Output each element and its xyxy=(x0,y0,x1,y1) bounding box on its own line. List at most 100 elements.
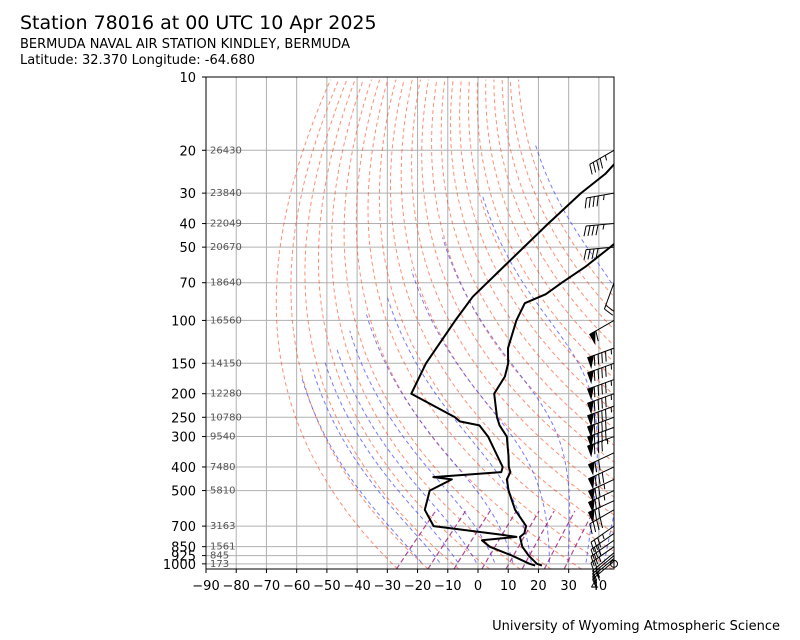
dry-adiabat xyxy=(318,79,490,569)
wind-barb-flag xyxy=(587,461,595,476)
dry-adiabat xyxy=(501,79,614,331)
wind-barb-full xyxy=(597,369,600,380)
height-label: 23840 xyxy=(210,188,242,199)
wind-barb-staff xyxy=(592,558,615,577)
dry-adiabat xyxy=(304,79,460,569)
dry-adiabat xyxy=(343,79,552,569)
wind-barb-full xyxy=(591,248,595,260)
moist-adiabat xyxy=(335,346,477,563)
mixing-ratio-line xyxy=(481,510,517,569)
wind-barb-full xyxy=(598,497,601,509)
wind-barb-full xyxy=(590,562,595,573)
wind-barb-full xyxy=(597,537,602,548)
wind-barb xyxy=(587,436,615,458)
wind-barb-flag xyxy=(587,499,595,514)
dewpoint-line xyxy=(410,162,614,567)
height-label: 5810 xyxy=(210,486,235,497)
wind-barb-full xyxy=(589,164,593,175)
wind-barb-staff xyxy=(589,149,615,165)
wind-barb-full xyxy=(590,542,595,553)
wind-barb-full xyxy=(592,570,598,581)
wind-barb-full xyxy=(605,409,607,420)
wind-barb-full xyxy=(594,499,597,510)
wind-barb-full xyxy=(599,517,604,529)
y-tick-label: 200 xyxy=(171,388,196,403)
wind-barb xyxy=(587,452,615,476)
wind-barb xyxy=(587,405,615,427)
y-tick-label: 925 xyxy=(171,550,196,565)
wind-barb-half xyxy=(604,155,608,161)
moist-adiabat xyxy=(301,378,422,563)
wind-barb-full xyxy=(595,248,599,259)
moist-adiabat xyxy=(442,237,571,563)
wind-barb-half xyxy=(603,194,605,201)
wind-barb-flag xyxy=(587,354,594,369)
y-tick-label: 100 xyxy=(171,314,196,329)
dry-adiabat xyxy=(450,79,614,429)
moist-adiabat xyxy=(312,369,441,563)
wind-barb-full xyxy=(605,366,607,377)
wind-barb-full xyxy=(593,547,599,558)
y-tick-label: 70 xyxy=(179,277,196,292)
wind-barb xyxy=(589,319,615,345)
dry-adiabat xyxy=(290,79,429,569)
x-tick-label: −80 xyxy=(223,579,250,594)
wind-barb xyxy=(587,362,615,385)
wind-barb-flag xyxy=(587,370,594,385)
wind-barb-half xyxy=(602,224,605,230)
dry-adiabat xyxy=(485,79,614,363)
mixing-ratio-line xyxy=(543,510,576,569)
wind-barb-full xyxy=(601,383,603,395)
height-label: 10780 xyxy=(210,412,242,423)
wind-barb-full xyxy=(598,507,601,519)
wind-barb xyxy=(587,416,615,439)
station-name: BERMUDA NAVAL AIR STATION KINDLEY, BERMU… xyxy=(20,37,350,52)
wind-barb-full xyxy=(590,549,595,560)
wind-barb-full xyxy=(593,539,599,550)
wind-barb-full xyxy=(593,355,596,366)
y-tick-label: 700 xyxy=(171,520,196,535)
dry-adiabat xyxy=(355,79,582,569)
wind-barb xyxy=(583,246,615,260)
adiabat-layer xyxy=(275,79,614,569)
wind-barb xyxy=(590,525,615,553)
moist-adiabat xyxy=(366,314,514,563)
y-tick-label: 150 xyxy=(171,357,196,372)
height-label: 173 xyxy=(210,559,229,570)
wind-barb-staff xyxy=(586,223,615,227)
wind-barb xyxy=(603,282,615,316)
wind-barb-full xyxy=(593,424,596,435)
wind-barb xyxy=(587,478,615,503)
x-tick-label: 10 xyxy=(500,579,517,594)
wind-barb-full xyxy=(597,385,600,396)
wind-barb-full xyxy=(601,472,605,483)
wind-barb xyxy=(589,149,615,175)
height-label-layer: 26430 23840 22049 20670 18640 16560 14150 12280… xyxy=(210,145,242,570)
y-tick-label: 850 xyxy=(171,541,196,556)
wind-barb-full xyxy=(605,420,607,431)
x-tick-label: −90 xyxy=(192,579,219,594)
dry-adiabat xyxy=(400,79,614,516)
wind-barb-full xyxy=(592,162,597,173)
moist-adiabat xyxy=(323,359,459,563)
profile-layer xyxy=(410,162,614,567)
wind-barb xyxy=(587,393,615,415)
wind-barb-full xyxy=(594,475,597,487)
wind-barb-flag xyxy=(587,487,595,503)
moist-adiabat xyxy=(482,195,598,563)
y-tick-label: 40 xyxy=(179,218,196,233)
mixing-ratio-line xyxy=(395,510,437,569)
wind-barb-full xyxy=(601,421,603,433)
wind-barb xyxy=(584,192,615,209)
wind-barb-full xyxy=(605,304,615,312)
wind-barb-full xyxy=(593,443,596,455)
height-label: 26430 xyxy=(210,145,242,156)
dry-adiabat xyxy=(275,79,398,569)
dry-adiabat xyxy=(440,79,614,446)
wind-barb-full xyxy=(598,459,601,471)
mixing-ratio-line xyxy=(453,510,491,569)
height-label: 1561 xyxy=(210,542,235,553)
y-tick-label: 10 xyxy=(179,71,196,86)
x-tick-label: 30 xyxy=(560,579,577,594)
